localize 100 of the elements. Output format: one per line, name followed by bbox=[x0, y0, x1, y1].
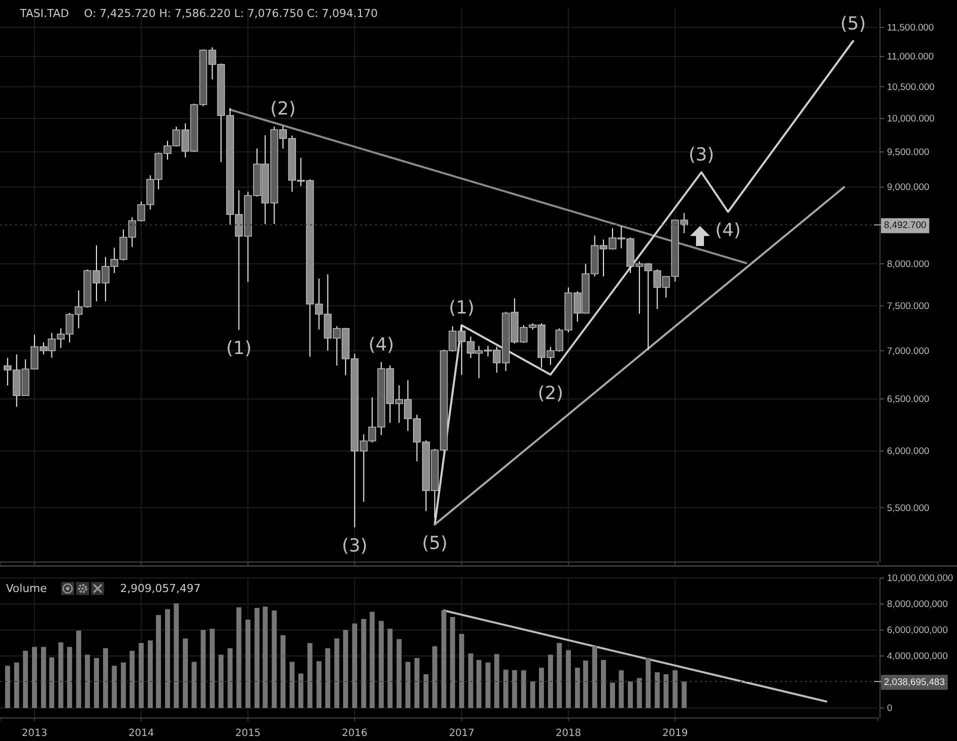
bar bbox=[262, 606, 268, 708]
bar bbox=[503, 670, 508, 708]
annotation: (5) bbox=[422, 532, 448, 554]
bar bbox=[290, 662, 295, 708]
y-tick-label: 7,000.000 bbox=[887, 346, 930, 357]
bar bbox=[210, 628, 215, 708]
bar bbox=[432, 646, 438, 708]
x-tick-label: 2015 bbox=[235, 728, 261, 739]
line-series bbox=[434, 40, 854, 526]
bar bbox=[174, 603, 179, 708]
bar bbox=[236, 607, 242, 708]
bar bbox=[378, 620, 384, 708]
x-tick-label: 2019 bbox=[662, 728, 688, 739]
bar bbox=[583, 660, 588, 708]
y-tick-label: 8,000,000,000 bbox=[887, 599, 948, 610]
bar bbox=[361, 618, 366, 708]
annotation: (5) bbox=[840, 13, 866, 34]
bar bbox=[566, 650, 571, 708]
bar bbox=[530, 681, 536, 708]
bar bbox=[307, 643, 312, 708]
y-tick-label: 10,000,000,000 bbox=[887, 573, 954, 584]
bar bbox=[228, 648, 233, 708]
bar bbox=[84, 654, 90, 708]
bar bbox=[343, 630, 348, 708]
bar bbox=[476, 660, 482, 708]
chart-title: TASI.TAD bbox=[19, 6, 69, 20]
bar bbox=[618, 670, 624, 708]
bar bbox=[485, 662, 490, 708]
annotation: 2,909,057,497 bbox=[120, 582, 201, 595]
bar bbox=[272, 610, 277, 708]
bar bbox=[325, 648, 330, 708]
annotation: O: 7,425.720 H: 7,586.220 L: 7,076.750 C: 7,094.170 bbox=[84, 6, 378, 20]
bar bbox=[41, 646, 46, 708]
y-tick-label: 6,000.000 bbox=[887, 446, 930, 458]
y-tick-label: 9,500.000 bbox=[887, 146, 930, 158]
bar bbox=[138, 643, 144, 708]
annotation: (4) bbox=[715, 220, 741, 242]
bar bbox=[548, 654, 554, 708]
bar bbox=[414, 658, 420, 708]
y-tick-label: 10,000.000 bbox=[887, 114, 935, 125]
bar bbox=[58, 642, 64, 708]
annotation: (3) bbox=[688, 144, 714, 166]
bar bbox=[450, 617, 456, 708]
bar bbox=[628, 681, 633, 708]
x-tick-label: 2013 bbox=[22, 728, 48, 739]
bar bbox=[120, 662, 126, 708]
bar bbox=[459, 634, 464, 708]
y-tick-label: 5,500.000 bbox=[887, 502, 930, 514]
bar bbox=[538, 668, 544, 708]
bar bbox=[600, 660, 606, 708]
bar bbox=[396, 639, 402, 708]
bar bbox=[298, 674, 304, 708]
bar bbox=[405, 662, 410, 708]
chart-title: Volume bbox=[6, 582, 48, 595]
annotation: (2) bbox=[538, 382, 564, 404]
bar bbox=[5, 666, 10, 708]
bar bbox=[32, 646, 37, 708]
annotation: (4) bbox=[368, 334, 394, 356]
bar bbox=[654, 672, 660, 708]
bar bbox=[352, 624, 358, 708]
bar bbox=[182, 638, 188, 708]
bar bbox=[218, 654, 224, 708]
annotation: (3) bbox=[342, 536, 368, 557]
x-tick-label: 2016 bbox=[342, 728, 368, 739]
y-tick-label: 6,000,000,000 bbox=[887, 625, 948, 636]
y-tick-label: 11,500.000 bbox=[887, 22, 934, 34]
bar bbox=[610, 682, 616, 708]
y-tick-label: 4,000,000,000 bbox=[887, 651, 948, 662]
bar bbox=[441, 610, 446, 708]
bar bbox=[76, 630, 82, 708]
bar bbox=[49, 657, 54, 708]
bar bbox=[67, 646, 72, 708]
bar bbox=[423, 674, 428, 708]
bar bbox=[280, 635, 286, 708]
bar bbox=[112, 666, 117, 708]
bar bbox=[388, 628, 393, 708]
bar bbox=[14, 662, 20, 708]
bar bbox=[682, 681, 687, 708]
bar bbox=[636, 678, 642, 708]
bar bbox=[646, 658, 651, 708]
bar bbox=[156, 615, 161, 708]
bar bbox=[664, 674, 669, 708]
y-tick-label: 11,000.000 bbox=[887, 52, 934, 62]
bar bbox=[130, 650, 135, 708]
y-tick-label: 7,500.000 bbox=[887, 300, 930, 312]
y-tick-label: 0 bbox=[887, 703, 892, 714]
bar bbox=[148, 640, 153, 708]
bar bbox=[200, 630, 206, 708]
bar bbox=[556, 643, 562, 708]
bar bbox=[316, 661, 322, 708]
x-tick-label: 2014 bbox=[128, 728, 154, 739]
bar bbox=[672, 670, 678, 708]
bar bbox=[468, 653, 474, 708]
bar bbox=[192, 662, 197, 708]
y-tick-label: 9,000.000 bbox=[887, 182, 930, 194]
x-tick-label: 2018 bbox=[556, 728, 582, 739]
bar bbox=[103, 648, 108, 708]
y-tick-label: 10,500.000 bbox=[887, 82, 935, 93]
annotation: (1) bbox=[226, 338, 252, 360]
x-tick-label: 2017 bbox=[448, 728, 474, 739]
